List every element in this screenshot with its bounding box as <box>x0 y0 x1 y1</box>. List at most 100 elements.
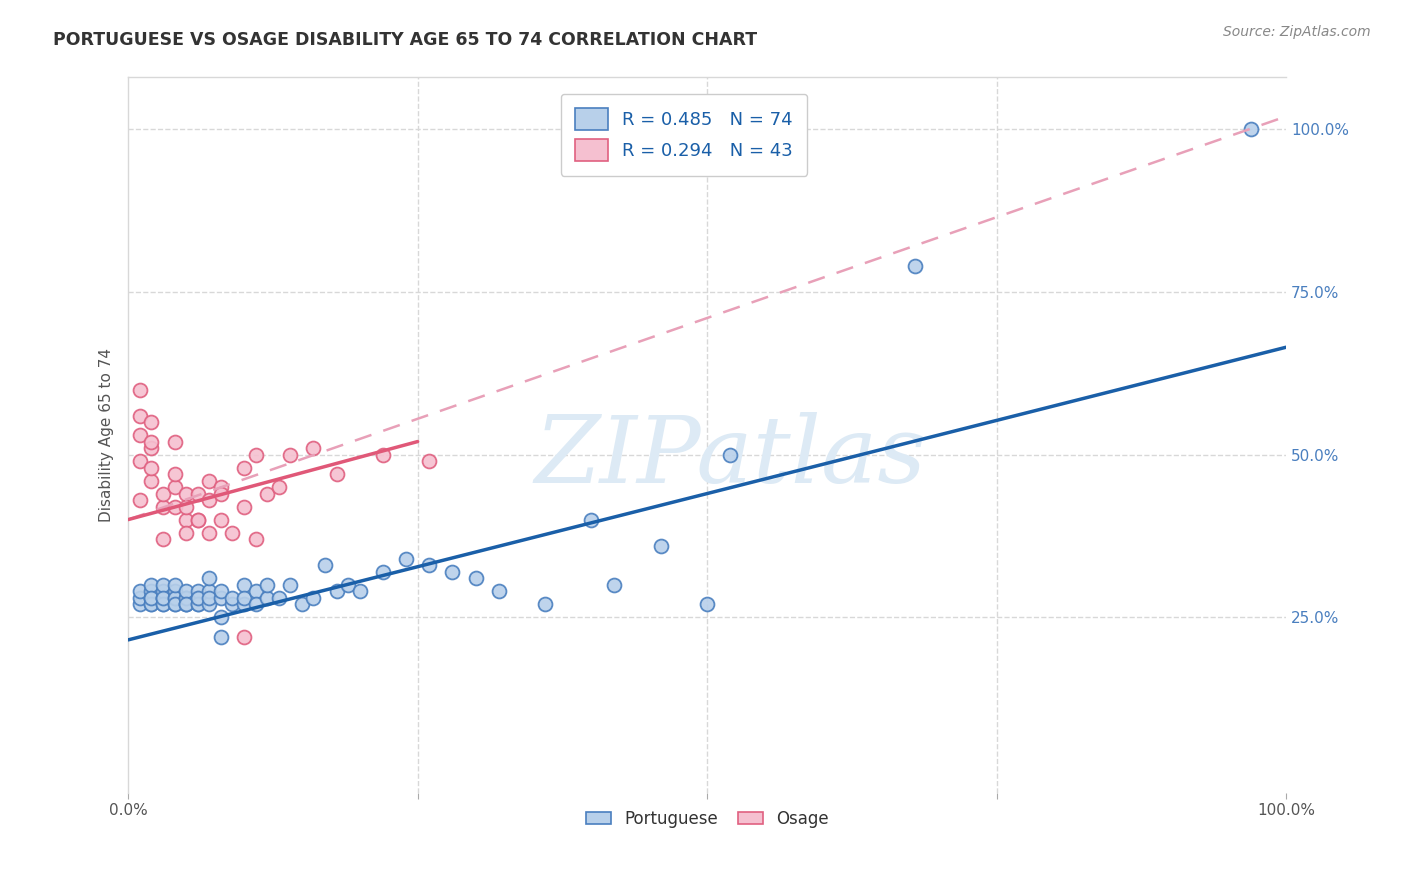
Point <box>696 597 718 611</box>
Point <box>1240 122 1263 136</box>
Point <box>152 532 174 546</box>
Point <box>128 428 150 442</box>
Point <box>209 584 232 599</box>
Point <box>325 467 347 481</box>
Point <box>418 558 440 573</box>
Point <box>371 565 394 579</box>
Point <box>267 591 290 605</box>
Point <box>245 448 267 462</box>
Point <box>128 584 150 599</box>
Point <box>163 584 186 599</box>
Point <box>198 584 221 599</box>
Point <box>209 591 232 605</box>
Point <box>141 597 163 611</box>
Point <box>152 591 174 605</box>
Point <box>187 591 209 605</box>
Point <box>198 493 221 508</box>
Point <box>141 591 163 605</box>
Point <box>718 448 741 462</box>
Point <box>256 591 278 605</box>
Point <box>187 591 209 605</box>
Point <box>302 441 325 455</box>
Point <box>233 630 256 644</box>
Point <box>291 597 314 611</box>
Point <box>464 571 486 585</box>
Point <box>256 577 278 591</box>
Point <box>128 383 150 397</box>
Point <box>174 525 197 540</box>
Point <box>198 571 221 585</box>
Point <box>163 597 186 611</box>
Point <box>141 434 163 449</box>
Point <box>302 591 325 605</box>
Point <box>221 597 243 611</box>
Point <box>152 591 174 605</box>
Legend: Portuguese, Osage: Portuguese, Osage <box>579 803 835 834</box>
Point <box>152 591 174 605</box>
Point <box>233 597 256 611</box>
Point <box>152 597 174 611</box>
Point <box>314 558 336 573</box>
Point <box>141 474 163 488</box>
Point <box>221 591 243 605</box>
Point <box>488 584 510 599</box>
Point <box>245 597 267 611</box>
Point <box>256 486 278 500</box>
Point <box>152 486 174 500</box>
Point <box>418 454 440 468</box>
Point <box>174 486 197 500</box>
Point <box>198 525 221 540</box>
Point <box>325 584 347 599</box>
Point <box>128 454 150 468</box>
Point <box>163 591 186 605</box>
Point <box>128 597 150 611</box>
Point <box>371 448 394 462</box>
Point <box>187 512 209 526</box>
Point <box>209 512 232 526</box>
Point <box>141 441 163 455</box>
Point <box>141 584 163 599</box>
Text: PORTUGUESE VS OSAGE DISABILITY AGE 65 TO 74 CORRELATION CHART: PORTUGUESE VS OSAGE DISABILITY AGE 65 TO… <box>53 31 758 49</box>
Point <box>209 480 232 494</box>
Point <box>245 532 267 546</box>
Point <box>128 591 150 605</box>
Point <box>152 577 174 591</box>
Point <box>174 591 197 605</box>
Point <box>267 480 290 494</box>
Point <box>233 460 256 475</box>
Point <box>163 577 186 591</box>
Point <box>152 597 174 611</box>
Point <box>198 474 221 488</box>
Point <box>337 577 360 591</box>
Point <box>174 512 197 526</box>
Point <box>152 500 174 514</box>
Point <box>174 597 197 611</box>
Point <box>581 512 603 526</box>
Y-axis label: Disability Age 65 to 74: Disability Age 65 to 74 <box>100 348 114 522</box>
Point <box>163 500 186 514</box>
Point <box>187 512 209 526</box>
Point <box>128 493 150 508</box>
Text: Source: ZipAtlas.com: Source: ZipAtlas.com <box>1223 25 1371 39</box>
Point <box>221 525 243 540</box>
Point <box>141 591 163 605</box>
Point <box>349 584 371 599</box>
Point <box>187 486 209 500</box>
Point <box>174 597 197 611</box>
Point <box>233 500 256 514</box>
Point <box>245 584 267 599</box>
Point <box>141 460 163 475</box>
Point <box>395 551 418 566</box>
Point <box>187 591 209 605</box>
Text: ZIPatlas: ZIPatlas <box>534 411 927 501</box>
Point <box>603 577 626 591</box>
Point <box>174 500 197 514</box>
Point <box>198 597 221 611</box>
Point <box>209 486 232 500</box>
Point <box>128 409 150 423</box>
Point <box>141 415 163 429</box>
Point <box>278 577 301 591</box>
Point <box>441 565 464 579</box>
Point <box>174 584 197 599</box>
Point <box>163 434 186 449</box>
